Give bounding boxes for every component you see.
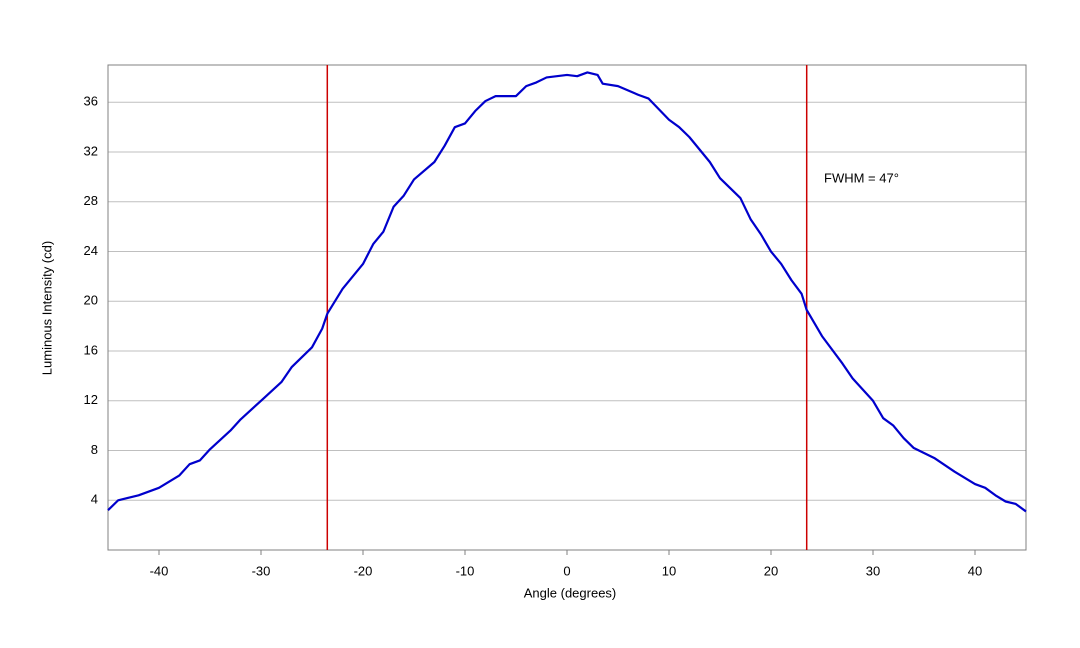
- x-tick-label: 0: [563, 563, 570, 578]
- y-tick-label: 36: [84, 94, 98, 109]
- y-tick-label: 4: [91, 492, 98, 507]
- y-tick-label: 20: [84, 293, 98, 308]
- x-tick-label: 30: [866, 563, 880, 578]
- y-tick-label: 16: [84, 342, 98, 357]
- y-tick-label: 24: [84, 243, 98, 258]
- annotation: FWHM = 47°: [824, 170, 899, 185]
- x-tick-label: -20: [354, 563, 373, 578]
- plot-frame: [107, 64, 1027, 551]
- y-tick-label: 12: [84, 392, 98, 407]
- x-tick-label: -30: [252, 563, 271, 578]
- x-tick-label: -40: [150, 563, 169, 578]
- x-tick-label: -10: [456, 563, 475, 578]
- data-line: [107, 71, 1027, 513]
- y-tick-label: 8: [91, 442, 98, 457]
- y-tick-label: 28: [84, 193, 98, 208]
- x-tick-label: 10: [662, 563, 676, 578]
- y-axis-label: Luminous Intensity (cd): [39, 241, 54, 375]
- x-axis-label: Angle (degrees): [524, 585, 617, 600]
- x-tick-label: 20: [764, 563, 778, 578]
- y-tick-label: 32: [84, 143, 98, 158]
- x-tick-label: 40: [968, 563, 982, 578]
